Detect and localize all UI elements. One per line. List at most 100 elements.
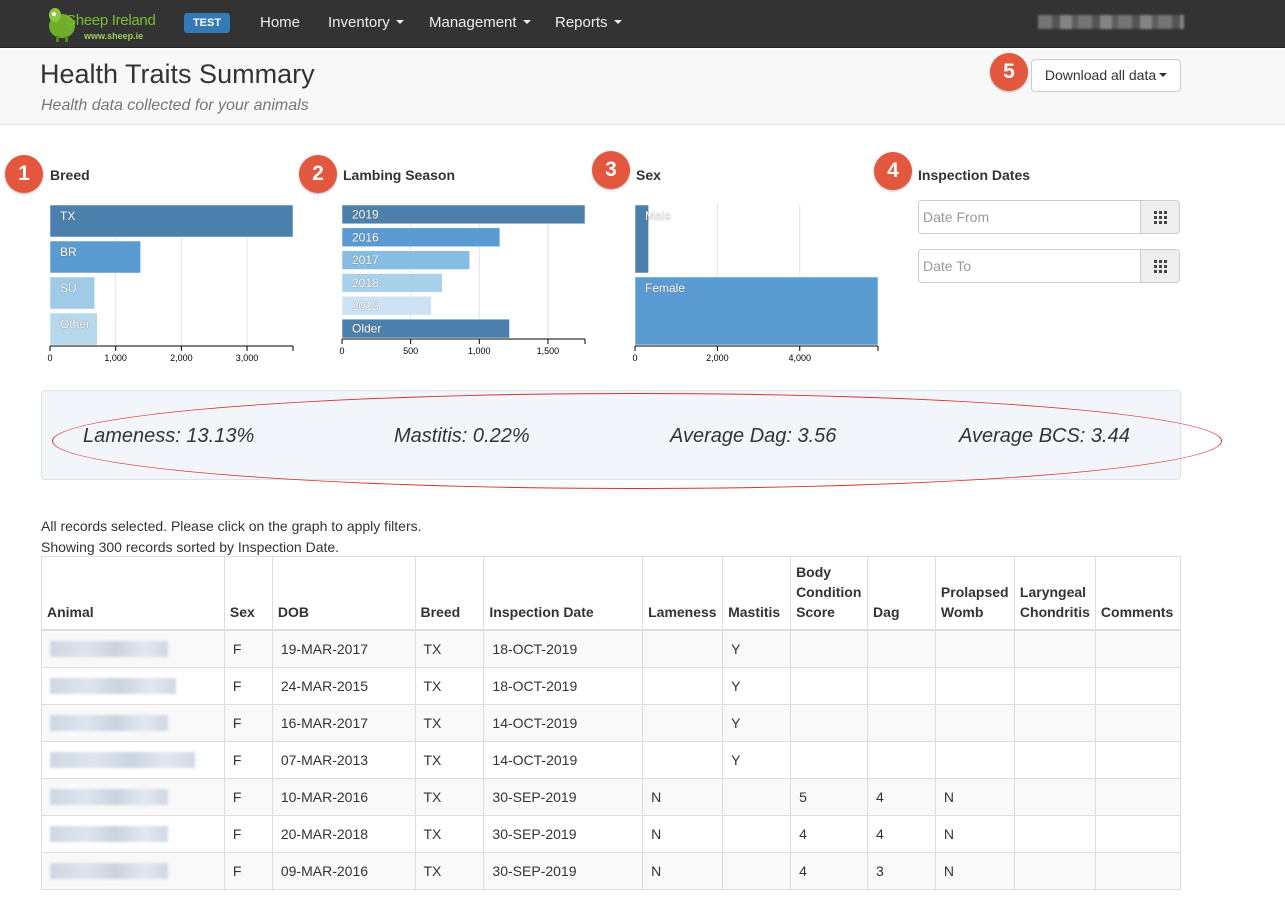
animal-id-redacted[interactable] [50,641,168,658]
cell-laryngeal [1013,740,1096,779]
nav-inventory[interactable]: Inventory [328,0,404,48]
cell-lameness [642,740,724,779]
cell-mastitis: Y [722,740,792,779]
x-tick-label: 500 [403,346,418,356]
download-all-data-button[interactable]: Download all data [1031,59,1181,92]
bar-label: Female [645,281,685,295]
header-mastitis[interactable]: Mastitis [722,556,792,631]
header-body-condition-score[interactable]: Body Condition Score [790,556,869,631]
cell-comments [1094,703,1182,742]
cell-dag [867,740,936,779]
animal-id-redacted[interactable] [50,678,176,695]
header-lameness[interactable]: Lameness [642,556,724,631]
cell-prolapsed: N [934,851,1015,890]
header-laryngeal-line-1: Laryngeal [1019,584,1087,600]
cell-date: 14-OCT-2019 [483,740,644,779]
cell-breed: TX [414,703,485,742]
bar-female[interactable] [634,276,879,346]
header-animal[interactable]: Animal [41,556,225,631]
bar-2017[interactable] [341,250,470,270]
sex-chart-title: Sex [636,167,661,183]
date-to-calendar-button[interactable] [1140,250,1179,282]
nav-home[interactable]: Home [260,0,300,48]
cell-lameness: N [642,814,724,853]
header-prolapsed-womb[interactable]: Prolapsed Womb [934,556,1015,631]
nav-reports[interactable]: Reports [555,0,622,48]
bar-label: Male [645,209,671,223]
date-to-group [918,249,1180,283]
table-row[interactable]: F 09-MAR-2016 TX 30-SEP-2019 N 4 3 N [41,851,1182,890]
cell-prolapsed: N [934,777,1015,816]
animal-id-redacted[interactable] [50,752,195,769]
user-menu-redacted[interactable] [1038,15,1184,29]
cell-animal[interactable] [41,629,225,668]
cell-animal[interactable] [41,814,225,853]
bar-br[interactable] [49,240,141,274]
date-from-calendar-button[interactable] [1140,201,1179,233]
header-inspection-date[interactable]: Inspection Date [483,556,644,631]
nav-reports-label: Reports [555,14,608,31]
header-bcs-line-2: Condition [796,584,862,600]
bar-2019[interactable] [341,204,586,225]
animal-id-redacted[interactable] [50,863,168,880]
header-dob[interactable]: DOB [271,556,416,631]
table-row[interactable]: F 07-MAR-2013 TX 14-OCT-2019 Y [41,740,1182,779]
sex-chart[interactable]: Male Female 0 2,000 4,000 [632,204,880,370]
header-bcs-line-1: Body [796,564,832,580]
bar-male[interactable] [634,204,649,274]
animal-id-redacted[interactable] [50,789,168,806]
table-row[interactable]: F 10-MAR-2016 TX 30-SEP-2019 N 5 4 N [41,777,1182,816]
cell-dag [867,703,936,742]
cell-animal[interactable] [41,703,225,742]
lambing-season-chart[interactable]: 2019 2016 2017 2018 2015 Older 0 500 1,000 1,500 [339,204,587,370]
cell-comments [1094,777,1182,816]
breed-chart-title: Breed [50,167,90,183]
cell-animal[interactable] [41,666,225,705]
bar-2018[interactable] [341,273,443,293]
table-row[interactable]: F 20-MAR-2018 TX 30-SEP-2019 N 4 4 N [41,814,1182,853]
average-dag-stat: Average Dag: 3.56 [670,425,837,447]
bar-2016[interactable] [341,227,501,247]
cell-laryngeal [1013,629,1096,668]
page-header: Health Traits Summary Health data collec… [0,49,1285,125]
bar-su[interactable] [49,276,95,310]
bar-2015[interactable] [341,296,432,316]
dates-title: Inspection Dates [918,167,1031,183]
cell-lameness: N [642,851,724,890]
cell-bcs [790,629,869,668]
chevron-down-icon [522,20,531,25]
bar-older[interactable] [341,318,510,339]
cell-breed: TX [414,851,485,890]
table-row[interactable]: F 24-MAR-2015 TX 18-OCT-2019 Y [41,666,1182,705]
nav-inventory-label: Inventory [328,14,390,31]
date-from-input[interactable] [919,201,1141,233]
cell-laryngeal [1013,666,1096,705]
table-row[interactable]: F 16-MAR-2017 TX 14-OCT-2019 Y [41,703,1182,742]
cell-sex: F [223,740,273,779]
bar-tx[interactable] [49,204,294,238]
cell-animal[interactable] [41,851,225,890]
header-breed[interactable]: Breed [414,556,485,631]
header-sex[interactable]: Sex [223,556,273,631]
date-to-input[interactable] [919,250,1141,282]
animal-id-redacted[interactable] [50,715,168,732]
bar-label: BR [60,245,77,259]
breed-chart[interactable]: TX BR SU Other 0 1,000 2,000 3,000 [47,204,295,370]
cell-dob: 20-MAR-2018 [271,814,416,853]
cell-lameness [642,629,724,668]
download-button-label: Download all data [1044,67,1157,83]
cell-animal[interactable] [41,777,225,816]
animal-id-redacted[interactable] [50,826,168,843]
date-from-group [918,200,1180,234]
bar-label: Older [352,322,381,336]
sheep-ireland-logo[interactable]: Sheep Ireland www.sheep.ie [44,2,156,46]
marker-2: 2 [299,155,337,193]
header-comments[interactable]: Comments [1094,556,1182,631]
bar-other[interactable] [49,312,98,346]
cell-animal[interactable] [41,740,225,779]
cell-bcs: 5 [790,777,869,816]
nav-management[interactable]: Management [429,0,531,48]
table-row[interactable]: F 19-MAR-2017 TX 18-OCT-2019 Y [41,629,1182,668]
header-laryngeal-chondritis[interactable]: Laryngeal Chondritis [1013,556,1096,631]
header-dag[interactable]: Dag [867,556,936,631]
